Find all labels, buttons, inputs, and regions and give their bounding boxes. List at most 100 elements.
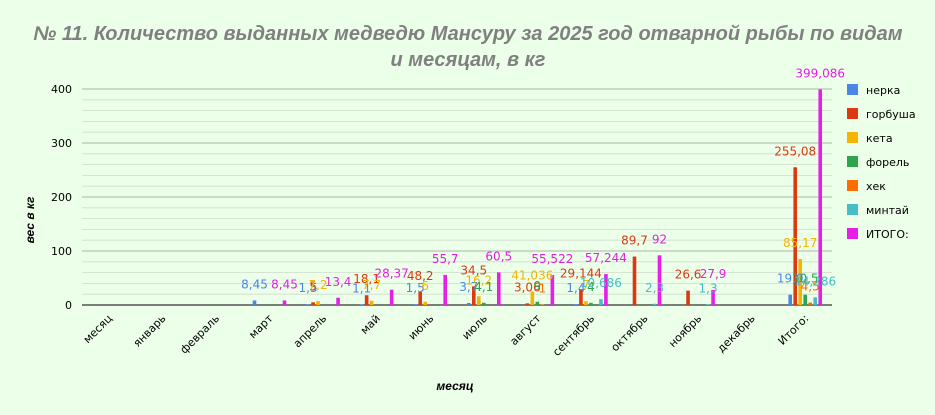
x-tick-label: июнь: [406, 312, 436, 342]
x-tick-label: Итого:: [776, 312, 812, 348]
data-label: 1,1: [352, 281, 371, 295]
legend-label: форель: [866, 156, 909, 169]
legend-label: минтай: [866, 204, 909, 217]
bar: [535, 301, 540, 305]
data-label: 4,1: [474, 280, 493, 294]
data-label: 28,37: [374, 267, 408, 281]
bar: [423, 301, 428, 305]
data-label: 26,6: [675, 268, 702, 282]
bar: [540, 304, 545, 305]
data-label: 29,144: [560, 266, 602, 280]
data-label: 399,086: [795, 66, 845, 80]
data-label: 3,7: [459, 280, 478, 294]
data-label: 34,5: [460, 263, 487, 277]
data-label: 3,06: [514, 280, 541, 294]
x-tick-label: июль: [460, 312, 490, 342]
x-tick-label: декабрь: [715, 312, 758, 355]
bar: [471, 286, 476, 305]
data-label: 255,08: [774, 144, 816, 158]
data-label: 1,4: [566, 281, 585, 295]
legend-swatch: [847, 156, 858, 167]
y-tick-label: 100: [51, 245, 72, 258]
legend-swatch: [847, 180, 858, 191]
bar: [579, 289, 583, 305]
bar: [466, 303, 471, 305]
data-label: 10,686: [580, 276, 622, 290]
x-tick-label: ноябрь: [666, 312, 704, 350]
bar: [252, 300, 257, 305]
bar: [550, 275, 555, 305]
data-label: 8,45: [241, 277, 268, 291]
bar: [530, 291, 535, 305]
data-label: 89,7: [621, 234, 648, 248]
bar: [793, 167, 798, 305]
data-label: 1,5: [299, 281, 318, 295]
bar: [359, 304, 364, 305]
bar: [711, 289, 715, 305]
data-label: 5: [309, 279, 317, 293]
bar: [418, 292, 423, 305]
y-tick-label: 400: [51, 83, 72, 96]
legend-label: хек: [866, 180, 886, 193]
bar: [589, 302, 593, 305]
chart-title-line2: и месяцам, в кг: [391, 49, 546, 71]
x-tick-label: месяц: [81, 312, 115, 346]
bar: [574, 304, 578, 305]
bar: [813, 297, 818, 305]
legend-label: кета: [866, 132, 893, 145]
bar: [788, 294, 793, 305]
legend-swatch: [847, 204, 858, 215]
bar: [818, 89, 823, 305]
data-label: 27,9: [700, 267, 727, 281]
data-label: 7: [582, 278, 590, 292]
legend-swatch: [847, 228, 858, 239]
x-tick-label: март: [246, 312, 276, 342]
x-tick-labels: месяц январь февраль март апрель май июнь июль а…: [81, 312, 812, 359]
bar: [481, 302, 486, 305]
data-label: 57,244: [585, 251, 627, 265]
x-axis-title: месяц: [436, 379, 473, 393]
data-label: 18,1: [353, 272, 380, 286]
data-label: 48,2: [407, 269, 434, 283]
data-label: 14,286: [794, 274, 836, 288]
data-label: 16,2: [465, 273, 492, 287]
bar: [798, 259, 803, 305]
bar: [652, 303, 657, 305]
bar: [599, 299, 603, 305]
bar: [311, 302, 315, 305]
data-label: 60,5: [485, 249, 512, 263]
data-label: 9: [534, 279, 542, 293]
legend-swatch: [847, 84, 858, 95]
bar: [443, 274, 448, 305]
data-label: 85,17: [783, 236, 817, 250]
data-label: 41,036: [511, 269, 553, 283]
data-label: 8,45: [271, 277, 298, 291]
data-label: 55,522: [531, 252, 573, 266]
bar: [282, 300, 287, 305]
x-tick-label: февраль: [178, 312, 222, 356]
x-tick-label: май: [358, 312, 383, 337]
bar: [496, 272, 501, 305]
data-label: 6: [421, 279, 429, 293]
data-label: 13,4: [325, 275, 352, 289]
x-tick-label: январь: [131, 312, 169, 350]
bar: [808, 302, 813, 305]
bar: [336, 297, 340, 305]
data-label: 55,7: [432, 252, 459, 266]
bar: [584, 301, 588, 305]
bar: [657, 255, 662, 305]
bar: [706, 304, 710, 305]
bar: [413, 304, 418, 305]
data-label: 2,3: [645, 281, 664, 295]
data-label: 10,5: [792, 272, 819, 286]
y-tick-label: 200: [51, 191, 72, 204]
bar: [476, 296, 481, 305]
x-tick-label: октябрь: [608, 312, 650, 354]
legend: нерка горбуша кета форель хек минтай ИТОГО:: [847, 84, 916, 241]
bar: [525, 303, 530, 305]
bar: [604, 274, 608, 305]
bar: [316, 301, 320, 305]
data-label: 92: [652, 232, 667, 246]
